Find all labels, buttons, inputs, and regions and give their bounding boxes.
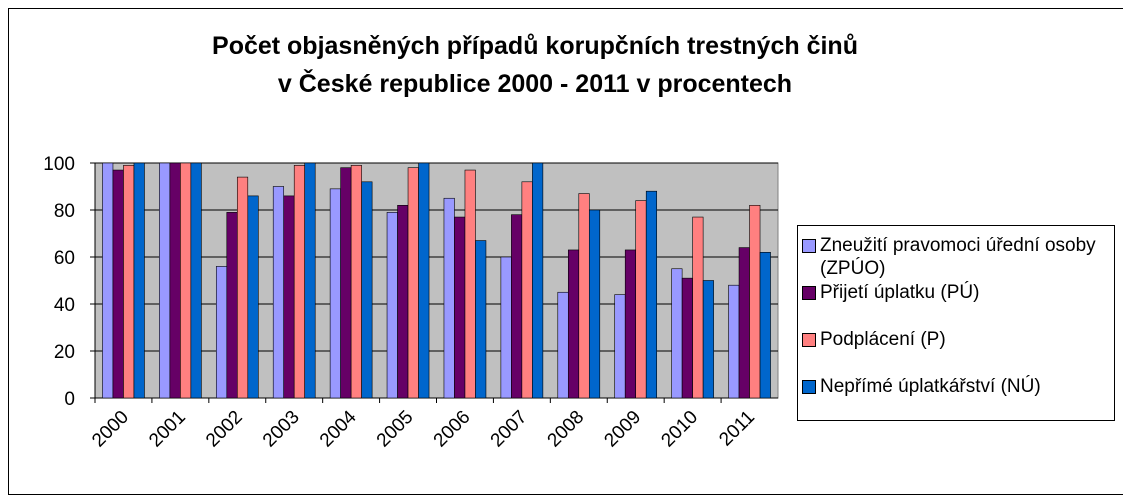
bar (272, 186, 285, 399)
bar (350, 165, 362, 399)
bar (557, 291, 569, 399)
legend-swatch (802, 333, 816, 347)
y-tick-label: 20 (54, 342, 75, 363)
legend-item: Přijetí úplatku (PÚ) (802, 281, 1110, 328)
bar (123, 165, 135, 399)
bar (304, 162, 316, 399)
legend-item: Nepřímé úplatkářství (NÚ) (802, 375, 1110, 422)
bar (614, 294, 626, 399)
bar (511, 214, 523, 399)
bar (454, 216, 466, 399)
legend-label: Podplácení (P) (820, 329, 946, 350)
bar (728, 284, 740, 399)
bar (692, 216, 704, 399)
y-tick-label: 40 (54, 295, 75, 316)
bar (521, 181, 533, 399)
bar (190, 162, 202, 399)
legend-item: Zneužití pravomoci úřední osoby (ZPÚO) (802, 234, 1110, 281)
bar (397, 205, 409, 399)
legend-swatch (802, 380, 816, 394)
bar (578, 193, 590, 399)
bar (588, 209, 601, 399)
bar (671, 268, 683, 399)
bar (407, 167, 419, 399)
y-tick-label: 80 (54, 201, 75, 222)
bar (386, 212, 398, 399)
bar (226, 212, 238, 399)
bar (645, 190, 658, 399)
bar (112, 169, 124, 399)
bar (702, 280, 714, 399)
bar (759, 252, 771, 399)
bar (532, 162, 544, 399)
bar (567, 249, 580, 399)
bar (293, 165, 306, 399)
y-tick-label: 100 (43, 154, 75, 175)
legend-swatch (802, 286, 816, 300)
bar (102, 162, 114, 399)
bar (749, 205, 761, 399)
bar (738, 247, 750, 399)
bar (475, 240, 487, 399)
bar (681, 277, 693, 399)
bar (635, 200, 647, 399)
bar (443, 197, 455, 399)
bar (361, 181, 373, 399)
y-tick-label: 60 (54, 248, 75, 269)
bar (500, 256, 512, 399)
y-tick-label: 0 (64, 389, 75, 410)
bar (329, 188, 341, 399)
bar (247, 195, 259, 399)
bar (464, 169, 476, 399)
bar (180, 162, 192, 399)
legend-label: Přijetí úplatku (PÚ) (820, 282, 980, 303)
bar (133, 162, 145, 399)
bar (215, 266, 228, 399)
legend-swatch (802, 239, 816, 253)
bar (159, 162, 171, 399)
legend: Zneužití pravomoci úřední osoby (ZPÚO) Př… (797, 225, 1115, 421)
bar (283, 195, 295, 399)
bar (624, 249, 637, 399)
bar (418, 162, 430, 399)
bar (340, 167, 352, 399)
bar (169, 162, 181, 399)
plot-area (94, 162, 779, 399)
legend-label: Zneužití pravomoci úřední osoby (ZPÚO) (820, 235, 1096, 279)
bar (236, 176, 249, 399)
chart-title: Počet objasněných případů korupčních tre… (212, 32, 858, 98)
legend-item: Podplácení (P) (802, 328, 1110, 375)
legend-label: Nepřímé úplatkářství (NÚ) (820, 376, 1041, 397)
